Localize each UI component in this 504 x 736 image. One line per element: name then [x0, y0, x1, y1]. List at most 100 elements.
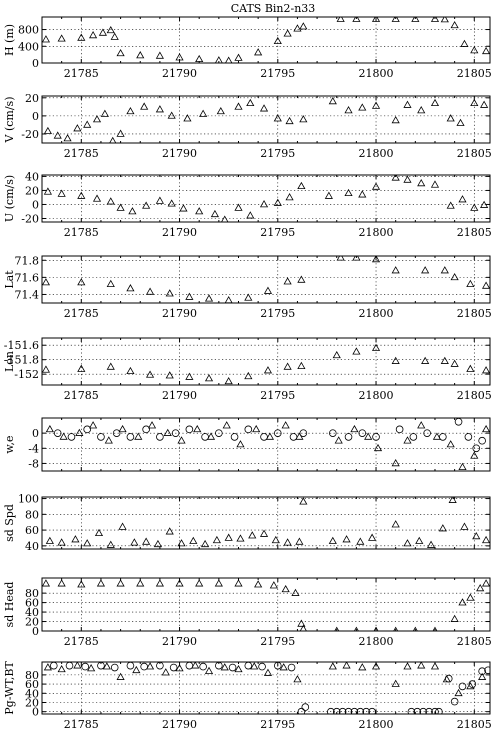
data-point-triangle — [334, 436, 343, 444]
data-point-triangle — [118, 522, 127, 530]
data-point-circle — [332, 707, 341, 714]
data-point-triangle — [356, 537, 365, 545]
x-tick-label: 21790 — [162, 307, 197, 320]
panel-6: -8 -4 0 w,e — [3, 417, 491, 472]
data-point-circle — [215, 429, 223, 437]
y-tick-label: 60 — [25, 678, 39, 691]
data-point-triangle — [195, 207, 204, 215]
data-point-triangle — [440, 266, 449, 274]
y-axis-label: w,e — [3, 435, 16, 453]
data-point-triangle — [403, 662, 412, 670]
data-point-triangle — [246, 211, 255, 219]
data-point-triangle — [297, 181, 306, 190]
data-point-triangle — [191, 662, 200, 669]
data-point-triangle — [130, 538, 139, 546]
panel-frame — [41, 577, 491, 632]
data-point-triangle — [45, 536, 54, 544]
data-point-circle — [372, 433, 380, 441]
data-point-triangle — [204, 294, 214, 302]
y-tick-label: -8 — [28, 457, 39, 470]
x-tick-label: 21790 — [162, 147, 197, 160]
data-point-triangle — [364, 432, 373, 440]
data-point-triangle — [71, 535, 80, 543]
data-point-triangle — [220, 663, 229, 671]
y-axis-label: Lat — [3, 270, 16, 289]
data-point-circle — [407, 707, 416, 714]
data-point-triangle — [450, 272, 459, 281]
data-point-triangle — [57, 664, 66, 673]
x-tick-label: 21785 — [64, 226, 99, 239]
x-tick-label: 21800 — [359, 226, 394, 239]
data-point-triangle — [391, 459, 400, 467]
x-tick-label: 21800 — [359, 67, 394, 80]
panel-marks — [43, 97, 489, 143]
data-point-triangle — [109, 136, 117, 143]
data-point-triangle — [42, 579, 51, 587]
data-point-triangle — [403, 100, 412, 108]
data-point-triangle — [147, 421, 157, 429]
x-tick-label: 21785 — [64, 635, 99, 648]
data-point-triangle — [98, 28, 107, 36]
data-point-triangle — [417, 662, 426, 669]
data-point-triangle — [193, 424, 202, 433]
y-tick-label: 0 — [32, 625, 39, 638]
data-point-triangle — [145, 287, 155, 295]
data-point-triangle — [299, 22, 308, 30]
data-point-triangle — [470, 451, 479, 459]
y-tick-label: 71.8 — [15, 254, 40, 267]
data-point-triangle — [293, 675, 302, 683]
data-point-circle — [419, 707, 427, 714]
data-point-triangle — [106, 197, 115, 205]
chart-title: CATS Bin2-n33 — [231, 2, 316, 15]
data-point-triangle — [126, 366, 135, 375]
data-point-triangle — [391, 115, 400, 124]
panel-marks — [42, 579, 490, 631]
data-point-circle — [126, 433, 135, 441]
data-point-circle — [244, 425, 253, 434]
x-tick-label: 21795 — [260, 147, 295, 160]
data-point-triangle — [344, 188, 353, 197]
data-point-triangle — [59, 432, 68, 440]
data-point-triangle — [470, 46, 479, 54]
x-tick-label: 21805 — [457, 635, 492, 648]
data-point-triangle — [283, 362, 292, 370]
data-point-circle — [468, 680, 477, 688]
data-point-circle — [142, 425, 150, 434]
data-point-triangle — [458, 195, 467, 203]
data-point-triangle — [116, 129, 125, 137]
data-point-triangle — [454, 688, 463, 697]
data-point-triangle — [104, 436, 113, 444]
data-point-triangle — [106, 362, 115, 370]
data-point-triangle — [470, 98, 479, 107]
y-tick-label: 40 — [25, 170, 39, 183]
data-point-triangle — [234, 203, 243, 211]
data-point-triangle — [43, 663, 52, 671]
panel-marks — [45, 497, 490, 548]
data-point-circle — [431, 707, 439, 714]
data-point-triangle — [432, 626, 438, 631]
data-point-triangle — [417, 179, 426, 187]
data-point-triangle — [224, 376, 233, 385]
data-point-circle — [273, 662, 282, 670]
y-tick-label: -4 — [28, 442, 39, 455]
data-point-triangle — [77, 33, 86, 41]
data-point-circle — [156, 433, 164, 441]
data-point-triangle — [214, 579, 223, 587]
data-point-circle — [112, 429, 121, 437]
data-point-triangle — [199, 109, 208, 117]
data-point-triangle — [77, 278, 86, 286]
y-tick-label: 80 — [25, 669, 39, 682]
data-point-triangle — [472, 531, 481, 540]
panel-frame — [41, 661, 491, 715]
data-point-triangle — [353, 626, 359, 631]
data-point-triangle — [481, 46, 490, 55]
x-tick-label: 21785 — [64, 389, 99, 402]
data-point-triangle — [297, 619, 306, 627]
data-point-circle — [338, 707, 347, 714]
data-point-triangle — [259, 104, 269, 112]
data-point-triangle — [324, 191, 333, 199]
x-tick-label: 21790 — [162, 67, 197, 80]
y-tick-label: 0 — [32, 198, 39, 211]
